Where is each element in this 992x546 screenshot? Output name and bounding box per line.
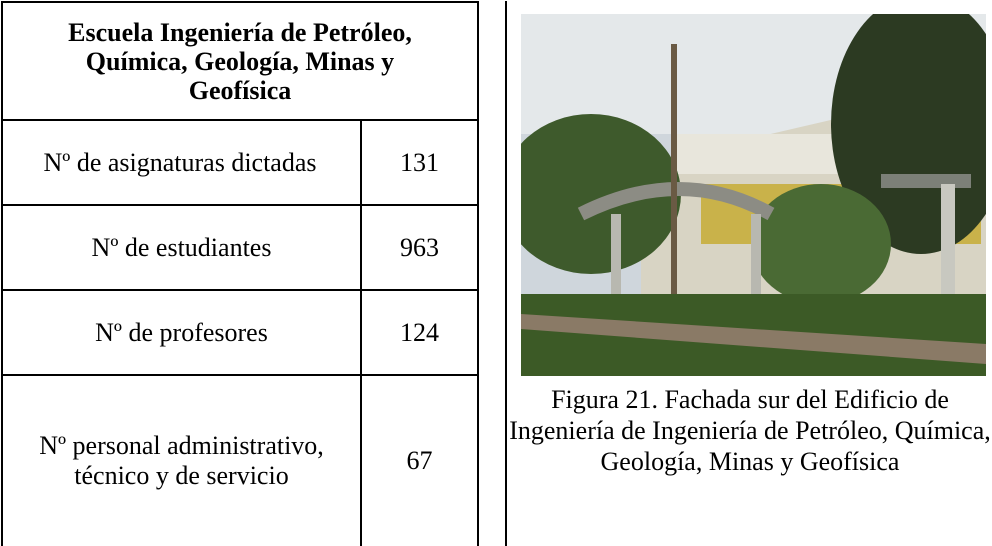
row-label: Nº de estudiantes xyxy=(3,206,360,289)
row-value: 67 xyxy=(362,376,477,546)
table-header: Escuela Ingeniería de Petróleo, Química,… xyxy=(40,3,440,119)
row-value: 131 xyxy=(362,121,477,204)
page: Escuela Ingeniería de Petróleo, Química,… xyxy=(0,0,992,546)
row-value: 124 xyxy=(362,291,477,374)
row-label: Nº de profesores xyxy=(3,291,360,374)
row-label: Nº de asignaturas dictadas xyxy=(40,121,320,204)
border xyxy=(477,1,479,546)
figure-caption: Figura 21. Fachada sur del Edificio de I… xyxy=(508,384,992,477)
photo xyxy=(521,14,986,376)
row-label: Nº personal administrativo, técnico y de… xyxy=(3,376,360,546)
border xyxy=(505,1,507,546)
row-value: 963 xyxy=(362,206,477,289)
